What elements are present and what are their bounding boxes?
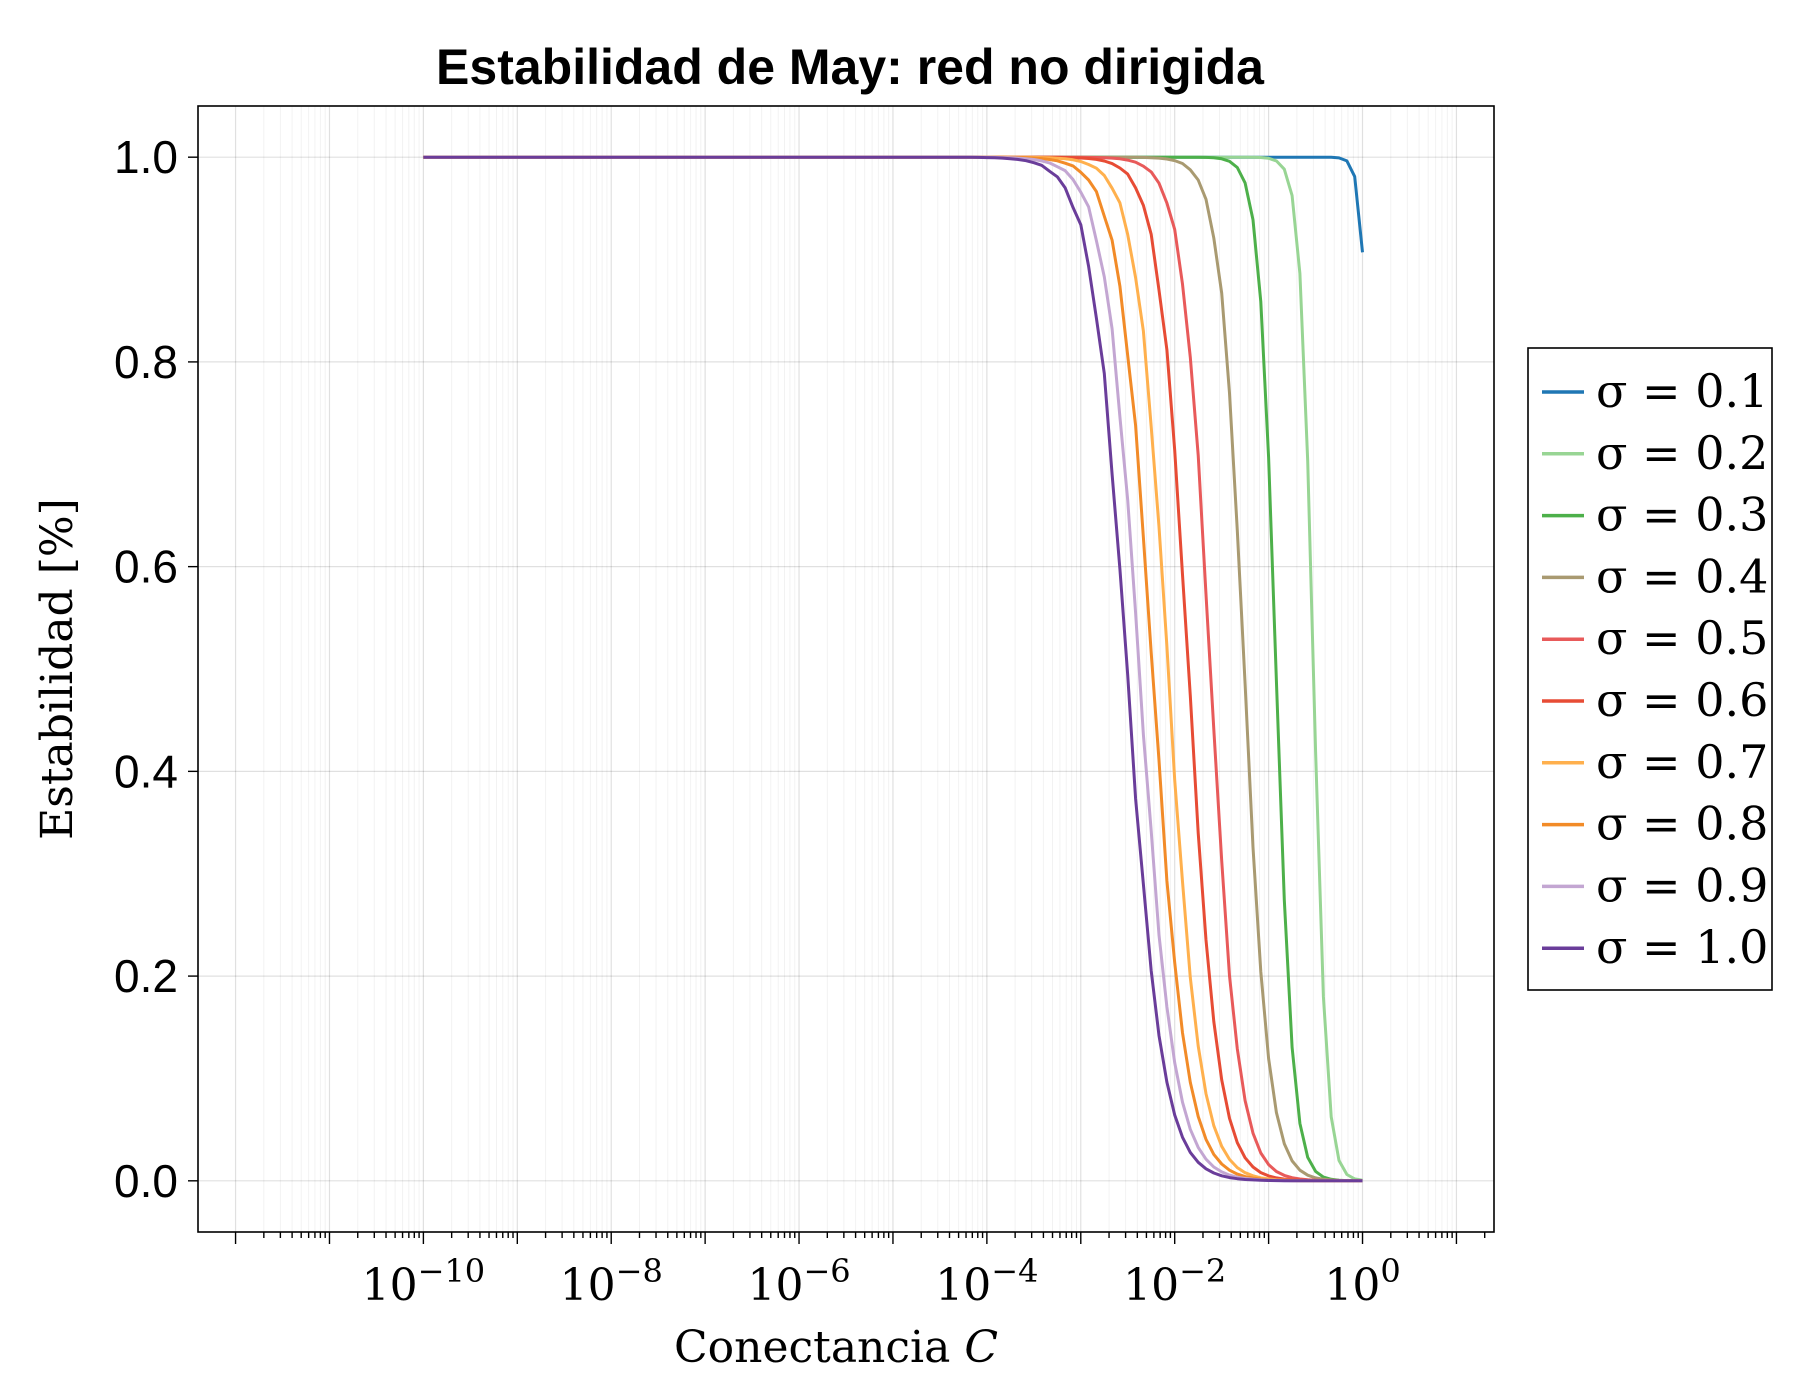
y-tick-label: 0.8	[114, 336, 178, 388]
legend-label: σ = 0.2	[1596, 426, 1768, 480]
y-axis-label: Estabilidad [%]	[32, 498, 83, 840]
x-tick-label: 10−10	[362, 1252, 486, 1311]
y-tick-label: 0.4	[114, 745, 178, 797]
y-tick-label: 1.0	[114, 131, 178, 183]
y-tick-label: 0.2	[114, 950, 178, 1002]
x-tick-label: 10−8	[560, 1252, 663, 1311]
legend-label: σ = 0.6	[1596, 673, 1768, 727]
legend-label: σ = 1.0	[1596, 920, 1768, 974]
y-tick-label: 0.6	[114, 541, 178, 593]
x-axis: 10−10 10−8 10−6 10−4 10−2 100	[234, 1232, 1486, 1311]
chart-title: Estabilidad de May: red no dirigida	[436, 39, 1265, 95]
legend-label: σ = 0.3	[1596, 488, 1768, 542]
x-tick-label: 10−6	[747, 1252, 850, 1311]
x-tick-label: 10−2	[1123, 1252, 1226, 1311]
x-tick-label: 100	[1324, 1252, 1400, 1311]
series-line	[423, 155, 1363, 1183]
y-axis: 0.0 0.2 0.4 0.6 0.8 1.0	[114, 131, 198, 1207]
legend: σ = 0.1 σ = 0.2 σ = 0.3 σ = 0.4 σ = 0.5 σ = 0…	[1527, 347, 1773, 991]
x-tick-label: 10−4	[935, 1252, 1038, 1311]
legend-label: σ = 0.7	[1596, 735, 1768, 789]
y-tick-label: 0.0	[114, 1155, 178, 1207]
legend-label: σ = 0.9	[1596, 858, 1768, 912]
legend-label: σ = 0.5	[1596, 611, 1768, 665]
legend-label: σ = 0.1	[1596, 364, 1768, 418]
grid	[198, 106, 1494, 1232]
plot-frame	[197, 105, 1495, 1233]
x-axis-label: Conectancia C	[674, 1322, 998, 1373]
series-lines	[423, 155, 1364, 1183]
legend-label: σ = 0.8	[1596, 797, 1768, 851]
legend-label: σ = 0.4	[1596, 549, 1768, 603]
